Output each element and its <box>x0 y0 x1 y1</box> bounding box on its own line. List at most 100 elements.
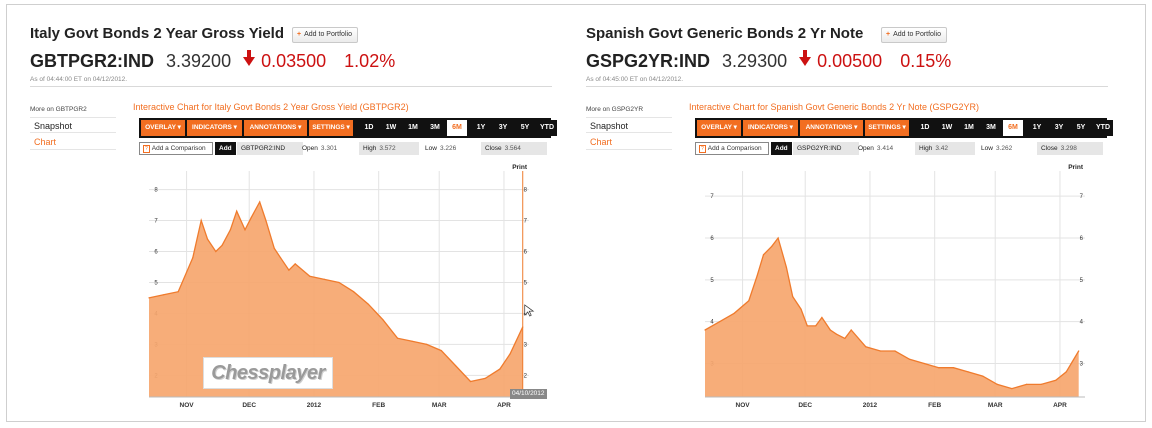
nav-chart[interactable]: Chart <box>586 134 672 150</box>
x-tick-label: MAR <box>988 402 1003 409</box>
low-stat: Low 3.262 <box>977 142 1037 155</box>
data-point <box>499 368 501 370</box>
page-frame: Italy Govt Bonds 2 Year Gross Yield + Add… <box>6 4 1146 422</box>
open-stat: Open 3.414 <box>854 142 912 155</box>
x-tick-label: MAR <box>432 402 447 409</box>
data-point <box>288 269 290 271</box>
data-point <box>879 350 881 352</box>
data-point <box>756 275 758 277</box>
x-tick-label: DEC <box>242 402 256 409</box>
print-link[interactable]: Print <box>1068 164 1084 171</box>
x-tick-label: APR <box>1053 402 1067 409</box>
cursor-icon <box>524 304 535 317</box>
range-ytd[interactable]: YTD <box>1093 120 1113 136</box>
add-to-portfolio-button[interactable]: + Add to Portfolio <box>292 27 358 43</box>
data-point <box>265 219 267 222</box>
high-value: 3.572 <box>379 145 396 152</box>
data-point <box>815 325 817 327</box>
help-icon: ? <box>699 145 706 153</box>
range-1d[interactable]: 1D <box>915 120 935 136</box>
data-point <box>821 316 823 319</box>
range-1y[interactable]: 1Y <box>471 120 491 136</box>
menu-settings[interactable]: SETTINGS ▾ <box>309 120 353 136</box>
nav-snapshot[interactable]: Snapshot <box>586 117 672 133</box>
series-line <box>148 200 524 383</box>
close-value: 3.564 <box>504 145 521 152</box>
high-stat: High 3.42 <box>915 142 975 155</box>
nav-chart[interactable]: Chart <box>30 134 116 150</box>
add-to-portfolio-button[interactable]: + Add to Portfolio <box>881 27 947 43</box>
watermark-text: Chessplayer <box>211 362 325 384</box>
add-comparison-button[interactable]: Add <box>771 142 792 155</box>
add-comparison-input[interactable]: ? Add a Comparison <box>695 142 769 155</box>
last-price: 3.39200 <box>166 51 232 71</box>
data-point <box>323 278 325 280</box>
last-price: 3.29300 <box>722 51 788 71</box>
data-point <box>704 329 706 331</box>
add-comparison-input[interactable]: ? Add a Comparison <box>139 142 213 155</box>
data-point <box>455 365 457 367</box>
interactive-chart-title: Interactive Chart for Italy Govt Bonds 2… <box>133 102 409 112</box>
open-stat: Open 3.301 <box>298 142 356 155</box>
data-point <box>259 201 261 203</box>
range-1w[interactable]: 1W <box>381 120 401 136</box>
range-3m[interactable]: 3M <box>425 120 445 136</box>
data-point <box>792 296 794 298</box>
x-tick-label: NOV <box>180 402 195 409</box>
open-value: 3.414 <box>876 145 894 152</box>
print-link[interactable]: Print <box>512 164 528 171</box>
data-point <box>835 333 838 335</box>
data-point <box>785 266 787 268</box>
range-1y[interactable]: 1Y <box>1027 120 1047 136</box>
range-ytd[interactable]: YTD <box>537 120 557 136</box>
close-label: Close <box>485 145 502 152</box>
range-1w[interactable]: 1W <box>937 120 957 136</box>
y-tick-label-right: 6 <box>1080 236 1084 242</box>
data-point <box>1025 383 1028 385</box>
range-3m[interactable]: 3M <box>981 120 1001 136</box>
add-comparison-label: Add a Comparison <box>151 145 206 152</box>
y-tick-label-right: 5 <box>1080 278 1084 284</box>
yield-chart-italy[interactable]: NOVDEC2012FEBMARAPR22334455667788Print <box>137 157 553 413</box>
data-point <box>800 308 802 310</box>
y-tick-label-right: 6 <box>524 249 528 255</box>
nav-snapshot[interactable]: Snapshot <box>30 117 116 133</box>
y-tick-label-left: 5 <box>154 280 158 286</box>
menu-annotations[interactable]: ANNOTATIONS ▾ <box>244 120 307 136</box>
menu-overlay[interactable]: OVERLAY ▾ <box>141 120 185 136</box>
y-tick-label-right: 2 <box>524 373 528 379</box>
range-5y[interactable]: 5Y <box>1071 120 1091 136</box>
panel-italy: Italy Govt Bonds 2 Year Gross Yield + Add… <box>7 5 567 415</box>
data-point <box>294 263 296 265</box>
menu-settings[interactable]: SETTINGS ▾ <box>865 120 909 136</box>
menu-overlay[interactable]: OVERLAY ▾ <box>697 120 741 136</box>
close-stat: Close 3.298 <box>1037 142 1103 155</box>
add-comparison-label: Add a Comparison <box>707 145 762 152</box>
menu-indicators[interactable]: INDICATORS ▾ <box>187 120 242 136</box>
range-1m[interactable]: 1M <box>959 120 979 136</box>
range-1d[interactable]: 1D <box>359 120 379 136</box>
data-point <box>426 343 428 345</box>
data-point <box>923 362 925 365</box>
data-point <box>411 340 413 342</box>
x-tick-label: 2012 <box>307 402 322 409</box>
plus-icon: + <box>886 31 891 38</box>
data-point <box>894 350 896 352</box>
range-1m[interactable]: 1M <box>403 120 423 136</box>
x-tick-label: APR <box>497 402 511 409</box>
y-tick-label-right: 7 <box>1080 194 1084 200</box>
menu-indicators[interactable]: INDICATORS ▾ <box>743 120 798 136</box>
menu-annotations[interactable]: ANNOTATIONS ▾ <box>800 120 863 136</box>
low-label: Low <box>981 145 993 152</box>
range-6m[interactable]: 6M <box>1003 120 1023 136</box>
data-point <box>719 321 721 323</box>
add-comparison-button[interactable]: Add <box>215 142 236 155</box>
yield-chart-spain[interactable]: NOVDEC2012FEBMARAPR3344556677Print <box>693 157 1109 413</box>
y-tick-label-right: 8 <box>524 188 528 194</box>
open-label: Open <box>302 145 318 152</box>
range-5y[interactable]: 5Y <box>515 120 535 136</box>
x-tick-label: FEB <box>372 402 385 409</box>
range-3y[interactable]: 3Y <box>493 120 513 136</box>
range-3y[interactable]: 3Y <box>1049 120 1069 136</box>
range-6m[interactable]: 6M <box>447 120 467 136</box>
